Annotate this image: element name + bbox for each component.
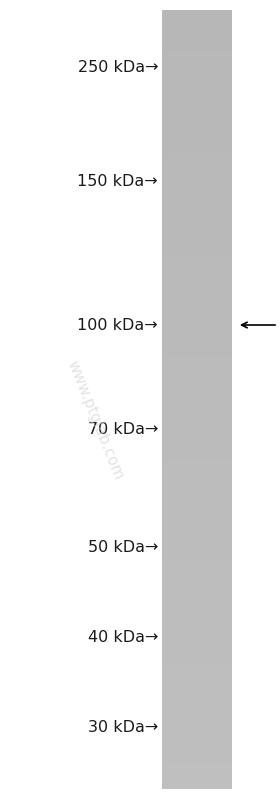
Text: 150 kDa→: 150 kDa→ xyxy=(77,174,158,189)
Text: www.ptglab.com: www.ptglab.com xyxy=(64,358,126,482)
Text: 40 kDa→: 40 kDa→ xyxy=(88,630,158,646)
Text: 250 kDa→: 250 kDa→ xyxy=(78,61,158,75)
Text: 50 kDa→: 50 kDa→ xyxy=(88,540,158,555)
Text: 100 kDa→: 100 kDa→ xyxy=(77,317,158,332)
Text: 70 kDa→: 70 kDa→ xyxy=(88,423,158,438)
Ellipse shape xyxy=(169,309,225,341)
Text: 30 kDa→: 30 kDa→ xyxy=(88,721,158,736)
